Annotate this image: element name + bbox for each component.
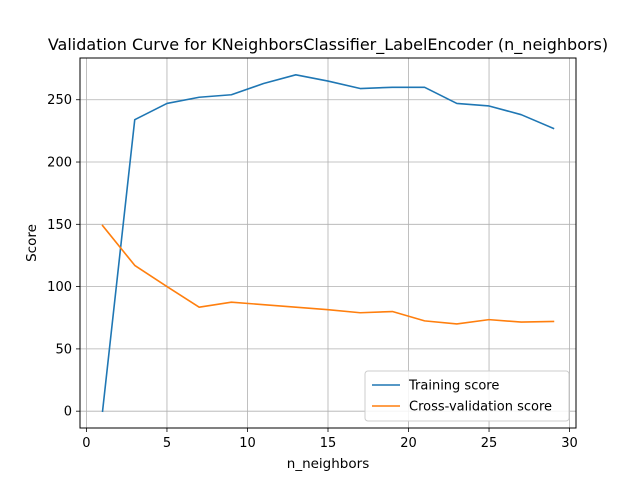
y-axis-label: Score [24, 224, 40, 262]
legend-training-label: Training score [408, 379, 499, 394]
legend-box [364, 370, 570, 422]
cross-validation-score-line [101, 224, 555, 325]
x-tick-label: 10 [239, 436, 256, 451]
y-tick-label: 50 [55, 342, 72, 357]
y-tick-label: 150 [47, 218, 72, 233]
legend: Training score Cross-validation score [364, 370, 570, 422]
x-tick-label: 15 [320, 436, 337, 451]
x-tick-label: 0 [82, 436, 90, 451]
y-tick-label: 100 [47, 280, 72, 295]
x-tick-label: 20 [400, 436, 417, 451]
y-tick-label: 0 [64, 405, 72, 420]
axes: 0 5 10 15 20 25 30 0 50 100 150 200 250 [47, 93, 578, 451]
y-tick-label: 200 [47, 156, 72, 171]
training-score-line [101, 74, 555, 413]
series-layer [101, 74, 555, 413]
grid [80, 58, 576, 428]
x-tick-label: 5 [163, 436, 171, 451]
legend-cross-validation-label: Cross-validation score [409, 400, 552, 415]
x-tick-label: 25 [481, 436, 498, 451]
chart-title: Validation Curve for KNeighborsClassifie… [48, 35, 608, 55]
x-tick-label: 30 [561, 436, 578, 451]
y-tick-label: 250 [47, 93, 72, 108]
x-axis-label: n_neighbors [287, 456, 369, 472]
